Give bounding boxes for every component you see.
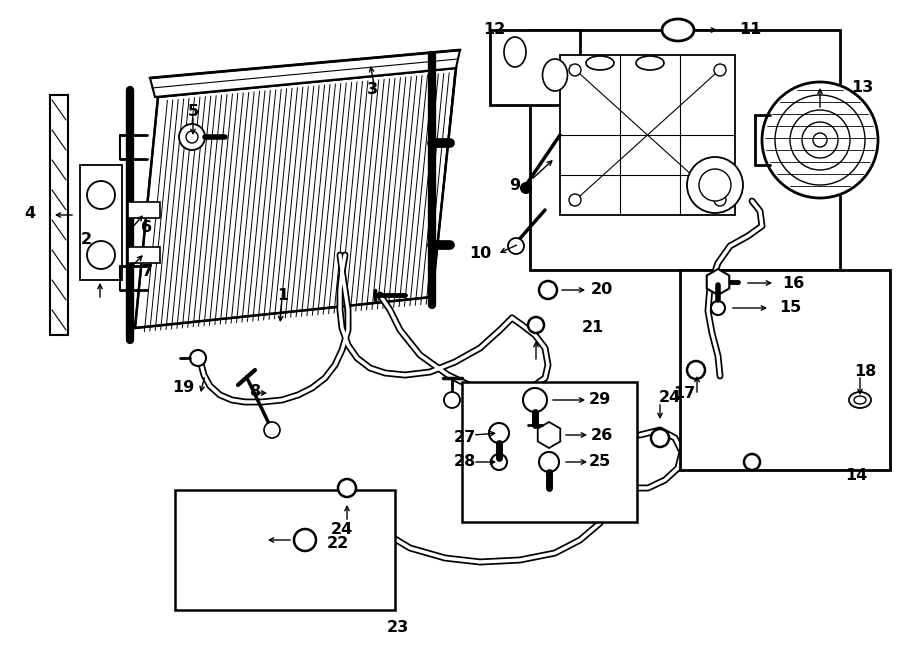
Text: 11: 11	[739, 22, 761, 38]
Circle shape	[87, 241, 115, 269]
Circle shape	[190, 350, 206, 366]
Text: 10: 10	[469, 245, 491, 260]
Ellipse shape	[662, 19, 694, 41]
Ellipse shape	[294, 529, 316, 551]
Text: 12: 12	[483, 22, 505, 38]
Bar	[680, 270, 890, 470]
Circle shape	[790, 110, 850, 170]
Circle shape	[762, 82, 878, 198]
Ellipse shape	[636, 56, 664, 70]
Text: 26: 26	[591, 428, 613, 442]
Circle shape	[520, 182, 532, 194]
Polygon shape	[128, 247, 160, 263]
Polygon shape	[50, 95, 68, 335]
Ellipse shape	[744, 454, 760, 470]
Text: 29: 29	[589, 393, 611, 407]
Text: 5: 5	[187, 104, 199, 120]
Text: 18: 18	[854, 364, 876, 379]
Text: 24: 24	[331, 522, 353, 537]
Text: 8: 8	[250, 385, 262, 399]
Circle shape	[539, 452, 559, 472]
Ellipse shape	[504, 37, 526, 67]
Bar	[490, 30, 580, 105]
Text: 23: 23	[387, 621, 410, 635]
Text: 17: 17	[673, 385, 695, 401]
Polygon shape	[135, 68, 456, 328]
Circle shape	[186, 131, 198, 143]
Bar	[80, 165, 122, 280]
Circle shape	[264, 422, 280, 438]
Circle shape	[711, 301, 725, 315]
Text: 13: 13	[850, 81, 873, 95]
Circle shape	[802, 122, 838, 158]
Text: 9: 9	[509, 178, 520, 192]
Circle shape	[569, 194, 581, 206]
Text: 1: 1	[277, 288, 289, 303]
Ellipse shape	[651, 429, 669, 447]
Text: 14: 14	[845, 467, 867, 483]
Ellipse shape	[491, 454, 507, 470]
Text: 6: 6	[141, 221, 153, 235]
Text: 16: 16	[782, 276, 804, 290]
Text: 25: 25	[589, 455, 611, 469]
Text: 15: 15	[778, 301, 801, 315]
Circle shape	[813, 133, 827, 147]
Bar	[560, 55, 735, 215]
Circle shape	[87, 181, 115, 209]
Circle shape	[569, 64, 581, 76]
Text: 21: 21	[582, 321, 604, 336]
Polygon shape	[150, 50, 460, 97]
Text: 28: 28	[454, 455, 476, 469]
Bar	[530, 30, 840, 270]
Ellipse shape	[543, 59, 568, 91]
Polygon shape	[128, 202, 160, 218]
Ellipse shape	[528, 317, 544, 333]
Ellipse shape	[539, 281, 557, 299]
Text: 20: 20	[591, 282, 613, 297]
Circle shape	[714, 194, 726, 206]
Circle shape	[699, 169, 731, 201]
Circle shape	[714, 64, 726, 76]
Text: 7: 7	[141, 264, 153, 280]
Ellipse shape	[687, 361, 705, 379]
Text: 2: 2	[80, 233, 92, 247]
Ellipse shape	[854, 396, 866, 404]
Text: 3: 3	[366, 83, 378, 98]
Text: 24: 24	[659, 391, 681, 405]
Circle shape	[523, 388, 547, 412]
Ellipse shape	[849, 392, 871, 408]
Text: 4: 4	[24, 206, 36, 221]
Ellipse shape	[586, 56, 614, 70]
Bar	[462, 382, 637, 522]
Bar	[175, 490, 395, 610]
Text: 27: 27	[454, 430, 476, 446]
Circle shape	[508, 238, 524, 254]
Circle shape	[179, 124, 205, 150]
Circle shape	[444, 392, 460, 408]
Ellipse shape	[338, 479, 356, 497]
Circle shape	[489, 423, 509, 443]
Circle shape	[687, 157, 743, 213]
Circle shape	[775, 95, 865, 185]
Text: 19: 19	[172, 381, 194, 395]
Text: 22: 22	[327, 535, 349, 551]
